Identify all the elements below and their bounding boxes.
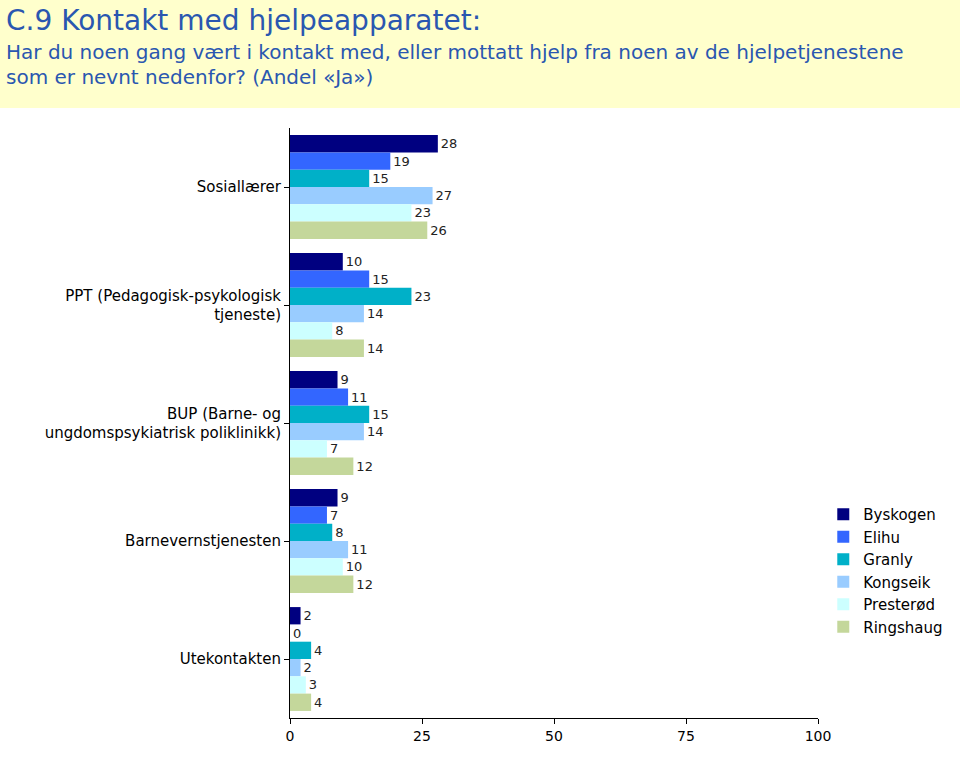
svg-text:Byskogen: Byskogen [863, 506, 936, 524]
svg-text:14: 14 [367, 306, 384, 321]
svg-text:12: 12 [356, 459, 373, 474]
svg-text:23: 23 [414, 205, 431, 220]
svg-text:Sosiallærer: Sosiallærer [197, 178, 282, 196]
html-text:C.9 Kontakt med hjelpeapparate: C.9 Kontakt med hjelpeapparatet: [6, 4, 482, 37]
svg-text:15: 15 [372, 171, 389, 186]
svg-text:75: 75 [677, 728, 695, 744]
svg-text:25: 25 [413, 728, 431, 744]
svg-text:Ringshaug: Ringshaug [863, 619, 942, 637]
svg-text:0: 0 [286, 728, 295, 744]
svg-text:9: 9 [341, 490, 349, 505]
svg-text:14: 14 [367, 424, 384, 439]
svg-text:10: 10 [346, 254, 363, 269]
svg-text:12: 12 [356, 577, 373, 592]
svg-text:2: 2 [304, 660, 312, 675]
svg-text:27: 27 [436, 188, 453, 203]
svg-text:9: 9 [341, 372, 349, 387]
svg-text:100: 100 [805, 728, 832, 744]
svg-text:Granly: Granly [863, 551, 913, 569]
svg-text:50: 50 [545, 728, 563, 744]
svg-text:0: 0 [293, 626, 301, 641]
svg-text:10: 10 [346, 559, 363, 574]
svg-text:19: 19 [393, 154, 410, 169]
html-text:Har du noen gang vært i kontak: Har du noen gang vært i kontakt med, ell… [6, 40, 904, 89]
svg-text:7: 7 [330, 441, 338, 456]
svg-text:7: 7 [330, 508, 338, 523]
svg-text:BUP (Barne- ogungdomspsykiatri: BUP (Barne- ogungdomspsykiatrisk polikli… [45, 405, 281, 443]
svg-text:Utekontakten: Utekontakten [180, 650, 281, 668]
svg-text:11: 11 [351, 542, 368, 557]
svg-text:Presterød: Presterød [863, 596, 935, 614]
svg-text:11: 11 [351, 390, 368, 405]
svg-text:15: 15 [372, 407, 389, 422]
svg-text:PPT (Pedagogisk-psykologisktje: PPT (Pedagogisk-psykologisktjeneste) [65, 287, 281, 325]
svg-text:Barnevernstjenesten: Barnevernstjenesten [125, 532, 281, 550]
svg-text:3: 3 [309, 677, 317, 692]
svg-text:2: 2 [304, 608, 312, 623]
svg-text:Kongseik: Kongseik [863, 574, 931, 592]
svg-text:26: 26 [430, 223, 447, 238]
svg-text:4: 4 [314, 643, 322, 658]
svg-text:4: 4 [314, 695, 322, 710]
svg-text:Elihu: Elihu [863, 529, 900, 547]
svg-text:8: 8 [335, 525, 343, 540]
svg-text:15: 15 [372, 272, 389, 287]
svg-text:23: 23 [414, 289, 431, 304]
svg-text:28: 28 [441, 136, 458, 151]
svg-text:14: 14 [367, 341, 384, 356]
svg-text:8: 8 [335, 323, 343, 338]
